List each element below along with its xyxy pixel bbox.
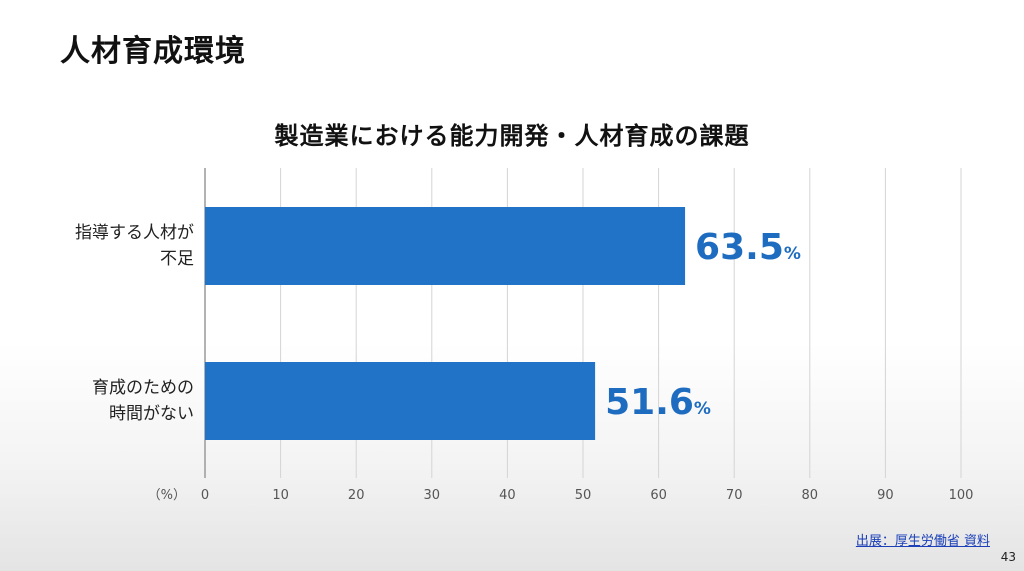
x-tick-label: 70 (726, 488, 743, 503)
category-label: 指導する人材が不足 (75, 220, 194, 272)
x-tick-label: 0 (201, 488, 209, 503)
bar (205, 207, 686, 285)
x-unit-label: （%） (148, 488, 186, 503)
x-tick-label: 50 (575, 488, 592, 503)
x-tick-label: 100 (949, 488, 974, 503)
source-link[interactable]: 出展：厚生労働省 資料 (855, 534, 990, 549)
slide-title: 人材育成環境 (60, 34, 246, 69)
value-label: 63.5% (695, 227, 801, 268)
page-number: 43 (1000, 550, 1016, 564)
category-label-line: 指導する人材が (75, 223, 194, 243)
x-tick-label: 60 (650, 488, 667, 503)
x-tick-label: 20 (348, 488, 365, 503)
bar (205, 362, 596, 440)
category-label-line: 育成のための (92, 378, 194, 398)
x-tick-label: 40 (499, 488, 516, 503)
x-tick-label: 90 (877, 488, 894, 503)
category-label: 育成のための時間がない (92, 375, 194, 427)
x-tick-label: 80 (802, 488, 819, 503)
x-tick-label: 10 (272, 488, 289, 503)
category-label-line: 不足 (160, 249, 194, 269)
x-tick-label: 30 (424, 488, 441, 503)
category-label-line: 時間がない (109, 404, 194, 424)
chart-title: 製造業における能力開発・人材育成の課題 (274, 122, 750, 150)
value-label: 51.6% (605, 382, 711, 423)
